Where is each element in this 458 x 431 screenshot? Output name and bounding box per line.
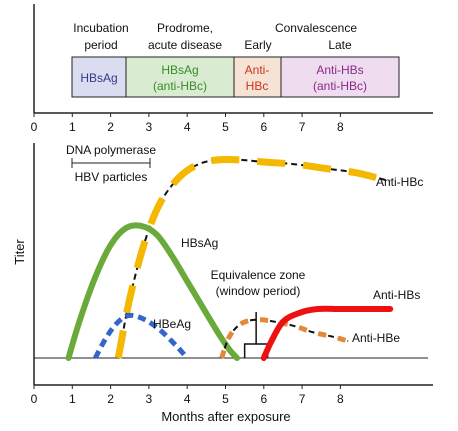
series-anti-hbc [114, 156, 392, 359]
series-line-hbsag [65, 222, 240, 361]
series-label-anti-hbc: Anti-HBc [376, 175, 423, 189]
series-line-anti-hbs [260, 305, 394, 361]
phase-prodrome-label-2: acute disease [148, 38, 222, 52]
hbv-particles-label: HBV particles [75, 170, 148, 184]
series-label-anti-hbe: Anti-HBe [352, 331, 400, 345]
series-anti-hbs [260, 305, 394, 361]
phase-incubation-label-1: Incubation [73, 21, 128, 35]
timeline-tick-label-2: 2 [107, 120, 114, 134]
titer-tick-label-2: 2 [107, 392, 114, 406]
series-anti-hbe [219, 317, 349, 359]
box-antihbc-label-1: Anti- [245, 63, 270, 77]
titer-chart-panel: Titer Months after exposure 0 1 2 3 4 5 6 7 8 DN… [12, 143, 433, 424]
phase-late-label: Late [328, 38, 352, 52]
series-line-hbeag [93, 312, 190, 360]
box-antihbs-label-1: Anti-HBs [316, 63, 363, 77]
box-antihbc-label-2: HBc [246, 79, 269, 93]
timeline-tick-label-0: 0 [31, 120, 38, 134]
y-axis-label: Titer [12, 239, 27, 265]
timeline-x-ticks: 0 1 2 3 4 5 6 7 8 [31, 113, 344, 134]
series-hbeag [93, 312, 190, 360]
box-hbsag-incubation [71, 56, 127, 98]
dna-polymerase-bracket [71, 158, 151, 168]
x-axis-label: Months after exposure [161, 409, 290, 424]
titer-tick-label-5: 5 [222, 392, 229, 406]
titer-curves [65, 156, 394, 361]
series-line-anti-hbc [114, 156, 392, 359]
titer-tick-label-4: 4 [184, 392, 191, 406]
equivalence-zone-label-1: Equivalence zone [211, 268, 306, 282]
box-hbsag2-label-2: (anti-HBc) [153, 79, 207, 93]
series-label-anti-hbs: Anti-HBs [373, 288, 420, 302]
box-anti-hbc [233, 56, 282, 98]
box-antihbs-label-2: (anti-HBc) [313, 79, 367, 93]
timeline-tick-label-7: 7 [299, 120, 306, 134]
equivalence-zone-label-2: (window period) [216, 284, 301, 298]
titer-tick-label-6: 6 [260, 392, 267, 406]
titer-x-ticks: 0 1 2 3 4 5 6 7 8 [31, 385, 344, 406]
dna-polymerase-label: DNA polymerase [66, 143, 156, 157]
timeline-tick-label-4: 4 [184, 120, 191, 134]
box-hbsag-label: HBsAg [80, 71, 117, 85]
series-line-anti-hbe [219, 317, 349, 359]
series-baseline-anti-hbe [220, 318, 349, 359]
series-label-hbsag: HBsAg [181, 236, 218, 250]
box-hbsag-acute [125, 56, 235, 98]
titer-tick-label-1: 1 [69, 392, 76, 406]
timeline-panel: Incubation period Prodrome, acute diseas… [31, 4, 433, 134]
titer-tick-label-0: 0 [31, 392, 38, 406]
box-anti-hbs [280, 56, 400, 98]
timeline-tick-label-8: 8 [337, 120, 344, 134]
phase-early-label: Early [244, 38, 271, 52]
timeline-tick-label-5: 5 [222, 120, 229, 134]
box-hbsag2-label-1: HBsAg [161, 63, 198, 77]
phase-incubation-label-2: period [84, 38, 117, 52]
titer-tick-label-3: 3 [146, 392, 153, 406]
timeline-tick-label-3: 3 [146, 120, 153, 134]
phase-convalescence-label: Convalescence [275, 21, 357, 35]
timeline-tick-label-1: 1 [69, 120, 76, 134]
series-hbsag [65, 222, 240, 361]
titer-tick-label-7: 7 [299, 392, 306, 406]
series-label-hbeag: HBeAg [153, 317, 191, 331]
timeline-tick-label-6: 6 [260, 120, 267, 134]
phase-prodrome-label-1: Prodrome, [157, 21, 213, 35]
titer-tick-label-8: 8 [337, 392, 344, 406]
